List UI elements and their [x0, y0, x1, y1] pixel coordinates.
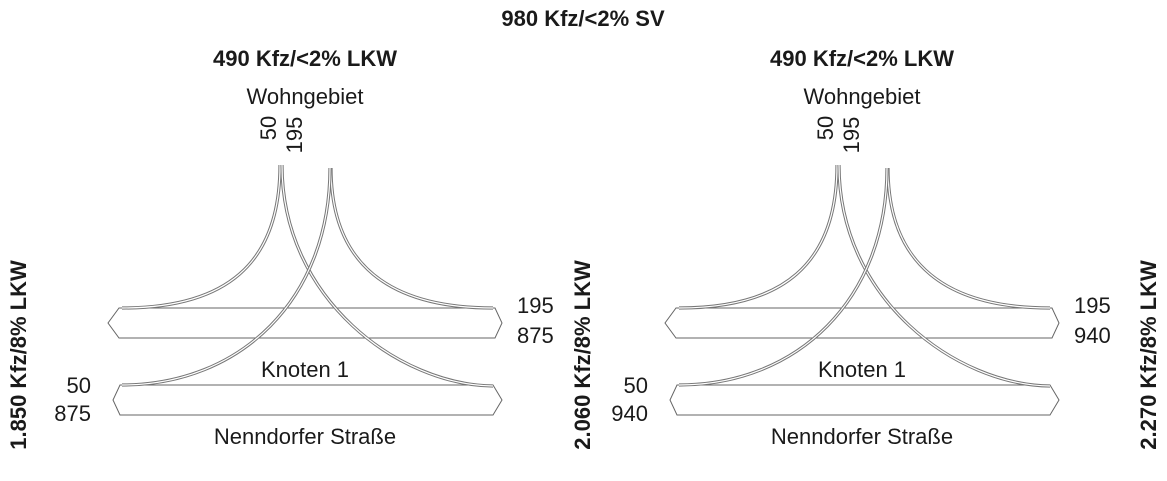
flow-line-inner — [678, 167, 888, 386]
road-upper — [664, 307, 1060, 339]
flow-line-inner — [121, 164, 281, 309]
node-label: Knoten 1 — [261, 357, 349, 382]
west-flow: 50 — [624, 373, 648, 398]
top-label: 490 Kfz/<2% LKW — [213, 46, 397, 71]
flow-line — [121, 167, 332, 387]
top-label: 490 Kfz/<2% LKW — [770, 46, 954, 71]
flow-line-inner — [281, 164, 494, 387]
north-flow: 50 — [256, 116, 281, 140]
flow-line — [678, 164, 839, 310]
area-label: Wohngebiet — [803, 84, 920, 109]
north-flow: 195 — [282, 117, 307, 154]
west-flow: 875 — [54, 401, 91, 426]
flow-line-inner — [330, 167, 494, 309]
flow-line-inner — [121, 167, 331, 386]
flow-line — [329, 167, 494, 310]
street-label: Nenndorfer Straße — [214, 424, 396, 449]
west-flow: 940 — [611, 401, 648, 426]
east-flow: 940 — [1074, 323, 1111, 348]
east-flow: 195 — [517, 293, 554, 318]
east-flow: 875 — [517, 323, 554, 348]
north-flow: 195 — [839, 117, 864, 154]
node-label: Knoten 1 — [818, 357, 906, 382]
cross-section-label: 2.060 Kfz/8% LKW — [570, 260, 595, 450]
cross-section-label: 1.850 Kfz/8% LKW — [6, 260, 31, 450]
road-lower — [669, 384, 1060, 416]
road-lower — [112, 384, 503, 416]
flow-line — [886, 167, 1051, 310]
flow-line-inner — [887, 167, 1051, 309]
road-upper — [107, 307, 503, 339]
north-flow: 50 — [813, 116, 838, 140]
east-flow: 195 — [1074, 293, 1111, 318]
flow-line — [678, 167, 889, 387]
cross-section-label: 2.270 Kfz/8% LKW — [1136, 260, 1161, 450]
area-label: Wohngebiet — [246, 84, 363, 109]
west-flow: 50 — [67, 373, 91, 398]
title: 980 Kfz/<2% SV — [501, 6, 665, 31]
flow-line — [121, 164, 282, 310]
flow-line-inner — [678, 164, 838, 309]
street-label: Nenndorfer Straße — [771, 424, 953, 449]
flow-line-inner — [838, 164, 1051, 387]
